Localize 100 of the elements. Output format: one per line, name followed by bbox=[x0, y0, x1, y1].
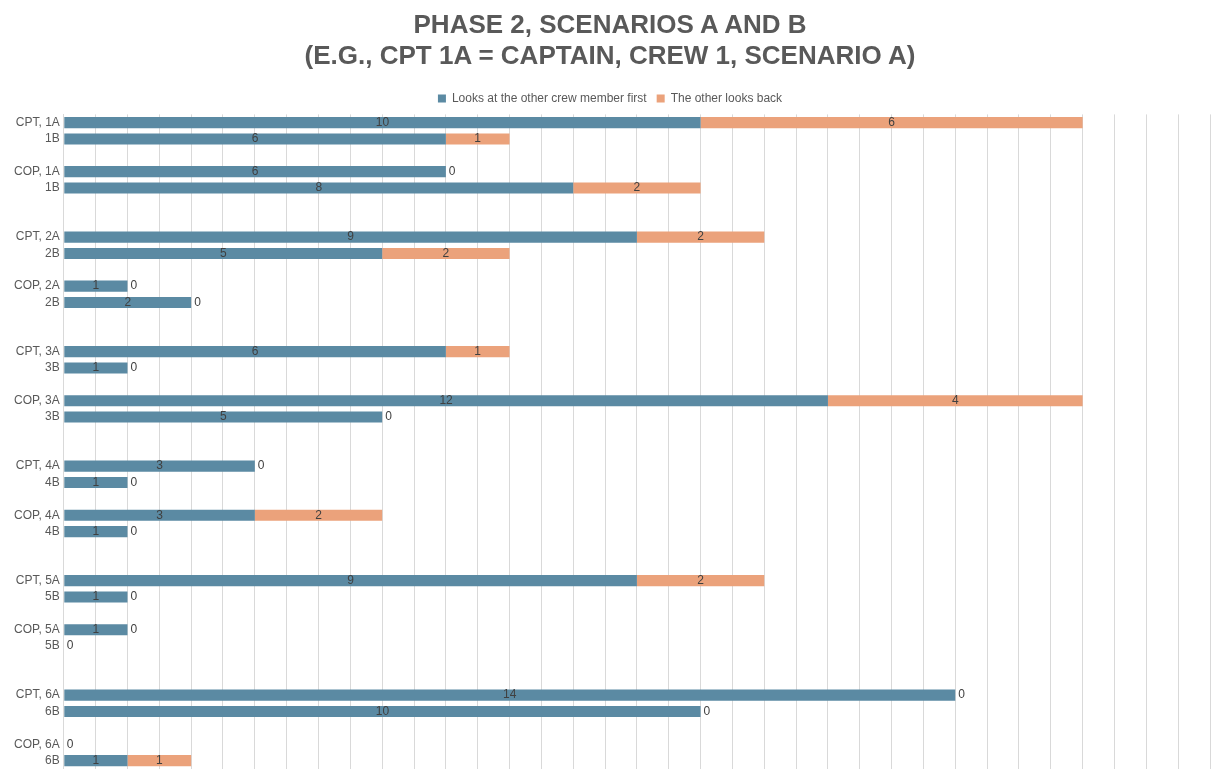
data-label: 8 bbox=[315, 180, 323, 195]
y-tick-label: CPT, 1A bbox=[15, 114, 60, 129]
data-label: 5 bbox=[219, 245, 227, 260]
data-label: 1 bbox=[92, 523, 100, 538]
data-label: 2 bbox=[315, 507, 323, 522]
bar bbox=[827, 395, 1083, 407]
y-tick-label: 6B bbox=[45, 703, 60, 718]
bar bbox=[64, 247, 383, 260]
data-label: 0 bbox=[66, 638, 74, 653]
y-tick-label: CPT, 4A bbox=[15, 458, 60, 473]
bar bbox=[700, 117, 1083, 129]
data-label: 9 bbox=[347, 572, 355, 587]
data-label: 2 bbox=[633, 180, 641, 195]
bar bbox=[64, 689, 956, 701]
y-tick-label: 6B bbox=[45, 752, 60, 767]
data-label: 1 bbox=[474, 131, 482, 146]
y-tick-label: CPT, 5A bbox=[15, 572, 60, 587]
legend-label: The other looks back bbox=[670, 90, 784, 105]
data-label: 6 bbox=[251, 163, 259, 178]
data-label: 1 bbox=[92, 278, 100, 293]
y-tick-label: COP, 3A bbox=[13, 393, 60, 408]
bar bbox=[64, 395, 828, 407]
data-label: 1 bbox=[92, 622, 100, 637]
data-label: 1 bbox=[92, 752, 100, 767]
data-label: 2 bbox=[124, 294, 132, 309]
data-label: 9 bbox=[347, 229, 355, 244]
y-tick-label: COP, 1A bbox=[13, 163, 60, 178]
data-label: 3 bbox=[156, 507, 164, 522]
data-label: 1 bbox=[155, 752, 163, 767]
bar bbox=[64, 526, 128, 538]
data-label: 0 bbox=[130, 589, 138, 604]
bar bbox=[636, 231, 765, 243]
data-label: 0 bbox=[385, 409, 393, 424]
y-tick-label: 4B bbox=[45, 523, 60, 538]
y-tick-label: CPT, 6A bbox=[15, 687, 60, 702]
data-label: 6 bbox=[888, 114, 896, 129]
bar bbox=[64, 575, 637, 587]
y-tick-label: 2B bbox=[45, 245, 60, 260]
data-label: 0 bbox=[130, 523, 138, 538]
bar bbox=[64, 231, 637, 243]
bar bbox=[64, 280, 128, 292]
bar bbox=[64, 296, 192, 309]
y-tick-label: COP, 2A bbox=[13, 278, 60, 293]
bar bbox=[64, 460, 255, 472]
bar bbox=[64, 705, 701, 718]
data-label: 10 bbox=[375, 703, 390, 718]
bar bbox=[64, 166, 446, 178]
y-tick-label: 1B bbox=[45, 180, 60, 195]
data-label: 10 bbox=[375, 114, 390, 129]
bar bbox=[64, 411, 383, 423]
bar bbox=[382, 247, 510, 260]
bar bbox=[64, 755, 128, 767]
bar bbox=[64, 476, 128, 489]
bar bbox=[64, 509, 255, 521]
data-label: 2 bbox=[442, 245, 450, 260]
y-tick-label: 5B bbox=[45, 589, 60, 604]
y-tick-label: CPT, 3A bbox=[15, 343, 60, 358]
bar bbox=[64, 346, 446, 358]
bar bbox=[64, 362, 128, 374]
y-tick-label: 3B bbox=[45, 360, 60, 375]
y-tick-label: COP, 5A bbox=[13, 622, 60, 637]
data-label: 1 bbox=[92, 360, 100, 375]
y-tick-label: CPT, 2A bbox=[15, 229, 60, 244]
data-label: 14 bbox=[503, 687, 517, 702]
data-label: 6 bbox=[251, 343, 259, 358]
data-label: 0 bbox=[66, 736, 74, 751]
chart-title: PHASE 2, SCENARIOS A AND B (E.G., CPT 1A = CAPTAIN, CREW 1, SCENARIO A) bbox=[304, 8, 916, 70]
y-tick-label: 3B bbox=[45, 409, 60, 424]
data-label: 0 bbox=[958, 687, 966, 702]
data-label: 3 bbox=[156, 458, 164, 473]
bar bbox=[64, 117, 701, 129]
bar bbox=[445, 133, 510, 145]
y-tick-label: COP, 4A bbox=[13, 507, 60, 522]
data-label: 6 bbox=[251, 131, 259, 146]
data-label: 0 bbox=[703, 703, 711, 718]
bar bbox=[127, 755, 192, 767]
data-label: 0 bbox=[130, 622, 138, 637]
y-tick-label: 4B bbox=[45, 474, 60, 489]
data-label: 2 bbox=[697, 229, 705, 244]
data-label: 0 bbox=[448, 163, 456, 178]
data-label: 1 bbox=[474, 343, 482, 358]
data-label: 12 bbox=[439, 393, 454, 408]
data-label: 2 bbox=[697, 572, 705, 587]
data-label: 1 bbox=[92, 474, 100, 489]
y-tick-label: 1B bbox=[45, 131, 60, 146]
data-label: 0 bbox=[257, 458, 265, 473]
bar bbox=[636, 575, 765, 587]
data-label: 0 bbox=[130, 278, 138, 293]
bar bbox=[64, 133, 446, 145]
data-label: 4 bbox=[951, 393, 959, 408]
data-label: 5 bbox=[219, 409, 227, 424]
bar bbox=[445, 346, 510, 358]
bar bbox=[64, 624, 128, 636]
data-label: 1 bbox=[92, 589, 100, 604]
data-label: 0 bbox=[194, 294, 202, 309]
bar bbox=[64, 182, 574, 194]
y-tick-label: 5B bbox=[45, 638, 60, 653]
data-label: 0 bbox=[130, 360, 138, 375]
bar bbox=[64, 591, 128, 603]
data-label: 0 bbox=[130, 474, 138, 489]
